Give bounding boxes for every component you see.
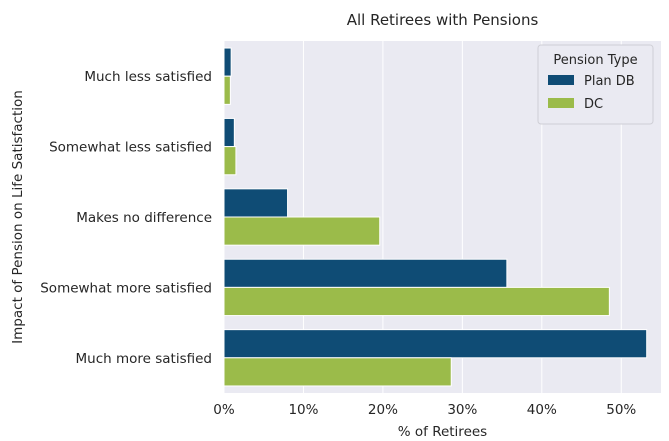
legend-title: Pension Type: [553, 53, 637, 68]
bar-dc-somewhat-less-satisfied: [223, 146, 237, 176]
y-tick-label-somewhat-more-satisfied: Somewhat more satisfied: [40, 280, 212, 296]
bar-dc-much-more-satisfied: [223, 357, 452, 387]
x-axis-title: % of Retirees: [398, 424, 487, 440]
legend-label-dc: DC: [584, 97, 603, 112]
legend-swatch-dc: [548, 98, 574, 108]
y-tick-labels: Much less satisfied Somewhat less satisfi…: [40, 69, 212, 367]
bars: [223, 47, 648, 387]
y-tick-label-somewhat-less-satisfied: Somewhat less satisfied: [49, 140, 212, 156]
legend-swatch-plan-db: [548, 75, 574, 85]
x-tick-labels: 0% 10% 20% 30% 40% 50%: [213, 402, 636, 418]
bar-plan-db-makes-no-difference: [223, 188, 289, 218]
x-tick-label-1: 10%: [288, 402, 318, 418]
y-tick-label-makes-no-difference: Makes no difference: [76, 210, 212, 226]
y-axis-title: Impact of Pension on Life Satisfaction: [10, 90, 26, 344]
x-tick-label-3: 30%: [447, 402, 477, 418]
bar-dc-much-less-satisfied: [223, 75, 231, 105]
y-tick-label-much-less-satisfied: Much less satisfied: [84, 69, 212, 85]
bar-plan-db-somewhat-less-satisfied: [223, 117, 235, 148]
chart-title: All Retirees with Pensions: [347, 11, 539, 29]
x-tick-label-2: 20%: [368, 402, 398, 418]
bar-dc-somewhat-more-satisfied: [223, 286, 610, 317]
bar-plan-db-much-less-satisfied: [223, 47, 232, 77]
legend-label-plan-db: Plan DB: [584, 74, 635, 89]
bar-plan-db-somewhat-more-satisfied: [223, 258, 508, 288]
y-tick-label-much-more-satisfied: Much more satisfied: [76, 351, 213, 367]
x-tick-label-5: 50%: [606, 402, 636, 418]
x-tick-label-0: 0%: [213, 402, 235, 418]
legend: Pension Type Plan DB DC: [537, 44, 654, 125]
bar-plan-db-much-more-satisfied: [223, 329, 648, 359]
bar-dc-makes-no-difference: [223, 216, 381, 246]
x-tick-label-4: 40%: [527, 402, 557, 418]
